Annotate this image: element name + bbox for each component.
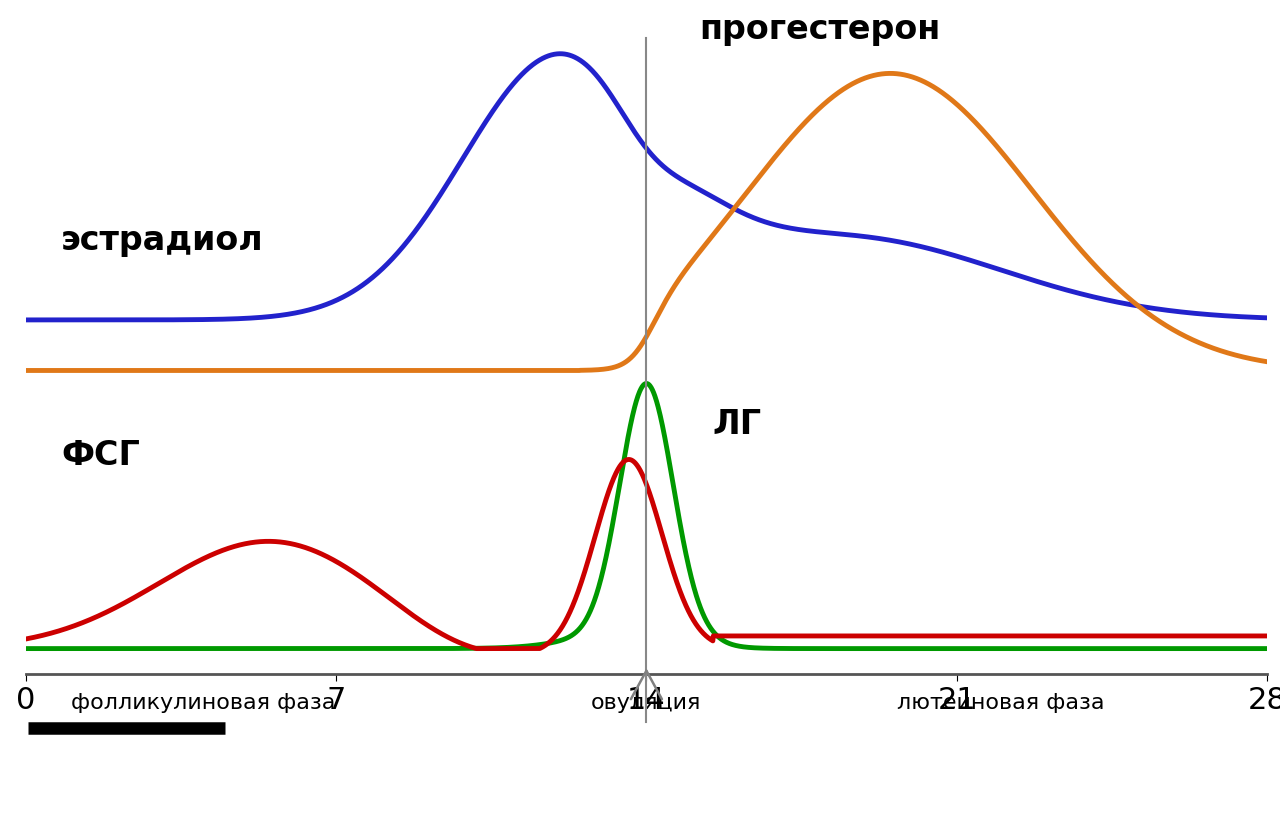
Text: фолликулиновая фаза: фолликулиновая фаза: [70, 693, 335, 713]
Text: ФСГ: ФСГ: [61, 439, 140, 472]
Text: эстрадиол: эстрадиол: [61, 225, 264, 258]
Text: прогестерон: прогестерон: [700, 12, 941, 45]
Text: лютеиновая фаза: лютеиновая фаза: [897, 693, 1105, 713]
Text: ЛГ: ЛГ: [713, 408, 762, 441]
Text: овуляция: овуляция: [591, 693, 701, 713]
